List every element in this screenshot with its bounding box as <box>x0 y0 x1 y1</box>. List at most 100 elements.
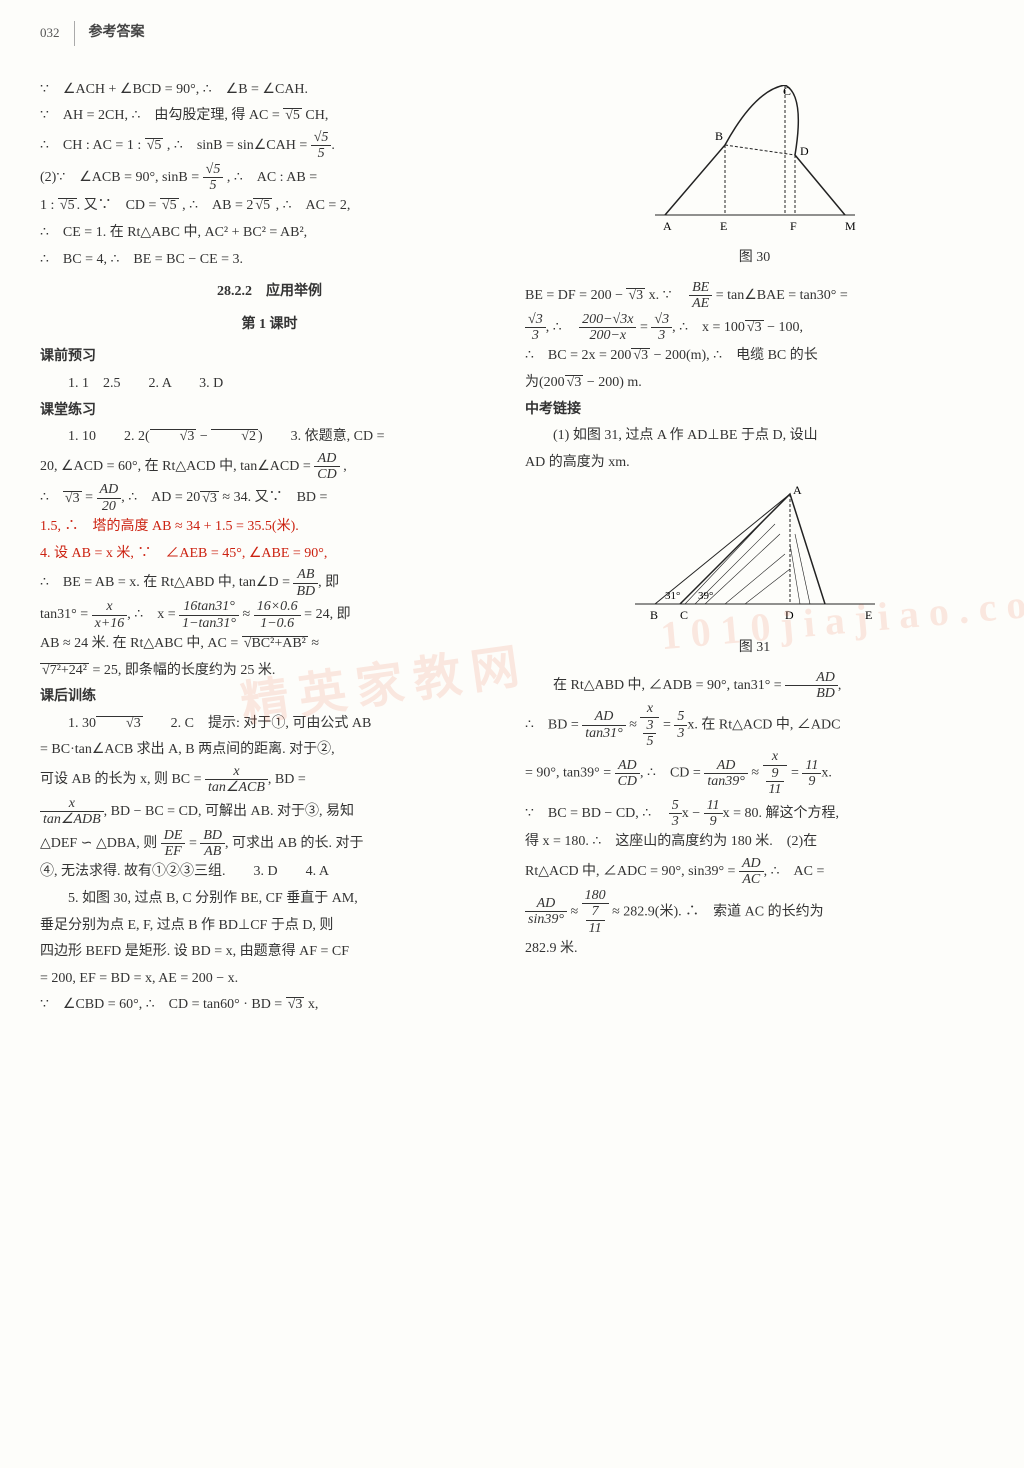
d: 9 <box>802 774 821 789</box>
frac: xx+16 <box>92 599 128 631</box>
line: ∴ BC = 4, ∴ BE = BC − CE = 3. <box>40 247 499 274</box>
frac: ADtan39° <box>704 758 748 790</box>
text: , ∴ AB = 2 <box>179 198 254 213</box>
figure-30-svg: A B C D E F M <box>645 85 865 235</box>
text: ∵ AH = 2CH, ∴ 由勾股定理, 得 AC = <box>40 108 283 123</box>
line: ④, 无法求得. 故有①②③三组. 3. D 4. A <box>40 859 499 886</box>
page: 精英家教网 1010jiajiao.com 032 参考答案 ∵ ∠ACH + … <box>40 20 984 1019</box>
d: AC <box>739 872 764 887</box>
text: ≈ <box>308 636 319 651</box>
figure-30-caption: 图 30 <box>525 245 984 272</box>
text: 20, ∠ACD = 60°, 在 Rt△ACD 中, tan∠ACD = <box>40 459 314 474</box>
n: 180 <box>582 888 609 904</box>
header-title: 参考答案 <box>89 20 145 47</box>
svg-text:A: A <box>793 484 802 497</box>
n: 3 <box>662 312 669 327</box>
d: 3 <box>651 328 672 343</box>
n: x <box>640 701 659 717</box>
n: 5 <box>213 162 220 177</box>
line: 1. 10 2. 2(3 − 2) 3. 依题意, CD = <box>40 424 499 451</box>
heading-class: 课堂练习 <box>40 398 499 425</box>
line: 垂足分别为点 E, F, 过点 B 作 BD⊥CF 于点 D, 则 <box>40 913 499 940</box>
frac: DEEF <box>161 828 186 860</box>
text: x = 80. 解这个方程, <box>723 806 839 821</box>
n: 5 <box>674 709 687 725</box>
line: 1 : 5. 又∵ CD = 5 , ∴ AB = 25 , ∴ AC = 2, <box>40 193 499 220</box>
d: AE <box>689 296 712 311</box>
line: = BC·tan∠ACB 求出 A, B 两点间的距离. 对于②, <box>40 737 499 764</box>
line: ∴ CH : AC = 1 : 5 , ∴ sinB = sin∠CAH = √… <box>40 130 499 162</box>
page-number: 032 <box>40 21 75 46</box>
n: AD <box>314 451 339 467</box>
line: Rt△ACD 中, ∠ADC = 90°, sin39° = ADAC, ∴ A… <box>525 856 984 888</box>
text: , ∴ AC : AB = <box>223 170 317 185</box>
d: sin39° <box>525 912 567 927</box>
n: BD <box>200 828 225 844</box>
line: ∵ ∠ACH + ∠BCD = 90°, ∴ ∠B = ∠CAH. <box>40 77 499 104</box>
n: AD <box>97 482 122 498</box>
frac: 200−√3x200−x <box>579 312 636 344</box>
n: 3 <box>536 312 543 327</box>
d: BD <box>785 686 838 701</box>
d: CD <box>615 774 640 789</box>
sqrt3: 3 <box>150 429 197 444</box>
frac: 16×0.61−0.6 <box>254 599 301 631</box>
svg-text:D: D <box>800 144 809 158</box>
sqrt-expr: BC²+AB² <box>242 636 308 651</box>
text: − <box>196 429 211 444</box>
text: ∴ CH : AC = 1 : <box>40 138 145 153</box>
line: 20, ∠ACD = 60°, 在 Rt△ACD 中, tan∠ACD = AD… <box>40 451 499 483</box>
line: ADsin39° ≈ 180711 ≈ 282.9(米). ∴ 索道 AC 的长… <box>525 888 984 936</box>
heading-preclass: 课前预习 <box>40 344 499 371</box>
line: (2)∵ ∠ACB = 90°, sinB = √55 , ∴ AC : AB … <box>40 162 499 194</box>
n: AD <box>615 758 640 774</box>
line: (1) 如图 31, 过点 A 作 AD⊥BE 于点 D, 设山 <box>525 423 984 450</box>
sqrt5: 5 <box>58 198 77 213</box>
line: ∴ BD = ADtan31° ≈ x35 = 53x. 在 Rt△ACD 中,… <box>525 701 984 749</box>
line: √33, ∴ 200−√3x200−x = √33, ∴ x = 1003 − … <box>525 312 984 344</box>
line: 可设 AB 的长为 x, 则 BC = xtan∠ACB, BD = <box>40 764 499 796</box>
d: tan∠ADB <box>40 812 104 827</box>
frac: ADsin39° <box>525 896 567 928</box>
line: 4. 设 AB = x 米, ∵ ∠AEB = 45°, ∠ABE = 90°, <box>40 541 499 568</box>
svg-text:C: C <box>783 85 791 98</box>
line: 1.5, ∴ 塔的高度 AB ≈ 34 + 1.5 = 35.5(米). <box>40 514 499 541</box>
line: 为(2003 − 200) m. <box>525 370 984 397</box>
text: , ∴ AC = <box>764 864 825 879</box>
line: ∵ ∠CBD = 60°, ∴ CD = tan60° · BD = 3 x, <box>40 992 499 1019</box>
svg-text:B: B <box>650 608 658 622</box>
text: BE = DF = 200 − <box>525 288 626 303</box>
subsection-subtitle: 第 1 课时 <box>40 312 499 339</box>
frac: ADtan31° <box>582 709 626 741</box>
text: , ∴ sinB = sin∠CAH = <box>163 138 310 153</box>
text: ≈ 282.9(米). ∴ 索道 AC 的长约为 <box>609 904 824 919</box>
frac: xtan∠ACB <box>205 764 268 796</box>
text: − 100, <box>764 320 803 335</box>
text: △DEF ∽ △DBA, 则 <box>40 836 157 851</box>
svg-text:D: D <box>785 608 794 622</box>
d: EF <box>161 844 186 859</box>
sqrt5: 5 <box>160 198 179 213</box>
n: 16×0.6 <box>254 599 301 615</box>
n: AB <box>293 567 318 583</box>
n: AD <box>739 856 764 872</box>
text: AB ≈ 24 米. 在 Rt△ABC 中, AC = <box>40 636 242 651</box>
svg-text:M: M <box>845 219 856 233</box>
line: ∴ BE = AB = x. 在 Rt△ABD 中, tan∠D = ABBD,… <box>40 567 499 599</box>
sqrt3: 3 <box>63 491 82 506</box>
frac: AD20 <box>97 482 122 514</box>
frac: √55 <box>311 130 332 162</box>
right-column: A B C D E F M 图 30 BE = DF = 200 − 3 x. … <box>525 77 984 1019</box>
text: 在 Rt△ABD 中, ∠ADB = 90°, tan31° = <box>553 678 785 693</box>
line: tan31° = xx+16, ∴ x = 16tan31°1−tan31° ≈… <box>40 599 499 631</box>
sqrt3: 3 <box>631 348 650 363</box>
frac: 16tan31°1−tan31° <box>179 599 239 631</box>
frac: 119 <box>704 798 723 830</box>
d: x+16 <box>92 616 128 631</box>
line: ∴ 3 = AD20, ∴ AD = 203 ≈ 34. 又∵ BD = <box>40 482 499 514</box>
text: 为(200 <box>525 375 565 390</box>
text: − 200) m. <box>583 375 641 390</box>
text: ∴ BE = AB = x. 在 Rt△ABD 中, tan∠D = <box>40 576 293 591</box>
line: 四边形 BEFD 是矩形. 设 BD = x, 由题意得 AF = CF <box>40 939 499 966</box>
text: ∵ ∠CBD = 60°, ∴ CD = tan60° · BD = <box>40 997 286 1012</box>
